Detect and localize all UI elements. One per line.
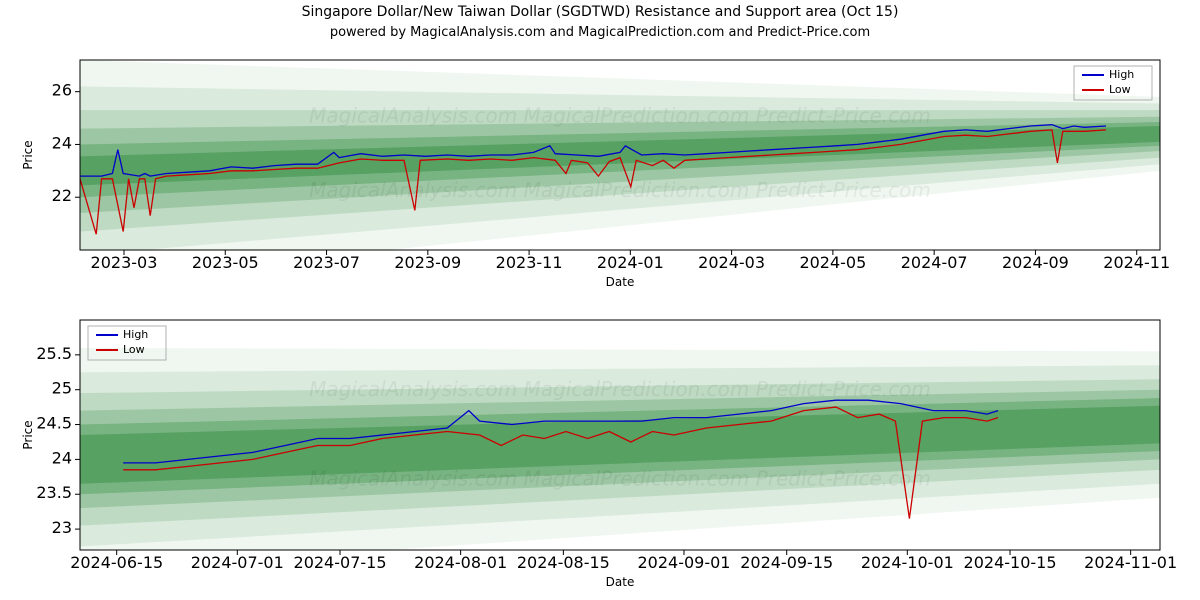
ytick-label: 22	[52, 186, 72, 205]
xtick-label: 2023-07	[293, 253, 360, 272]
panel2-ylabel: Price	[21, 420, 35, 449]
xtick-label: 2024-08-01	[414, 553, 507, 572]
svg-text:MagicalAnalysis.com MagicalP: MagicalAnalysis.com MagicalPrediction.co…	[309, 377, 931, 401]
xtick-label: 2023-05	[192, 253, 259, 272]
panel1-ylabel: Price	[21, 140, 35, 169]
xtick-label: 2024-05	[799, 253, 866, 272]
panel1-xlabel: Date	[606, 275, 635, 289]
xtick-label: 2024-09-15	[740, 553, 833, 572]
legend-label: High	[123, 328, 148, 341]
ytick-label: 23.5	[36, 483, 72, 502]
ytick-label: 25.5	[36, 344, 72, 363]
legend-label: Low	[123, 343, 145, 356]
xtick-label: 2024-06-15	[70, 553, 163, 572]
svg-text:MagicalAnalysis.com MagicalP: MagicalAnalysis.com MagicalPrediction.co…	[309, 104, 931, 128]
xtick-label: 2023-09	[394, 253, 461, 272]
xtick-label: 2023-11	[496, 253, 563, 272]
xtick-label: 2024-07-15	[294, 553, 387, 572]
xtick-label: 2024-08-15	[517, 553, 610, 572]
chart-subtitle: powered by MagicalAnalysis.com and Magic…	[330, 25, 870, 40]
ytick-label: 24	[52, 133, 72, 152]
ytick-label: 25	[52, 379, 72, 398]
panel2: MagicalAnalysis.com MagicalPrediction.co…	[21, 320, 1177, 589]
xtick-label: 2024-10-01	[861, 553, 954, 572]
ytick-label: 23	[52, 518, 72, 537]
svg-text:MagicalAnalysis.com MagicalP: MagicalAnalysis.com MagicalPrediction.co…	[309, 178, 931, 202]
ytick-label: 26	[52, 81, 72, 100]
ytick-label: 24.5	[36, 414, 72, 433]
xtick-label: 2024-01	[597, 253, 664, 272]
ytick-label: 24	[52, 448, 72, 467]
panel2-xlabel: Date	[606, 575, 635, 589]
panel1: MagicalAnalysis.com MagicalPrediction.co…	[21, 60, 1170, 289]
xtick-label: 2024-03	[698, 253, 765, 272]
xtick-label: 2024-11-01	[1084, 553, 1177, 572]
xtick-label: 2024-07-01	[191, 553, 284, 572]
xtick-label: 2023-03	[91, 253, 158, 272]
xtick-label: 2024-10-15	[964, 553, 1057, 572]
xtick-label: 2024-09	[1002, 253, 1069, 272]
xtick-label: 2024-09-01	[637, 553, 730, 572]
chart-title: Singapore Dollar/New Taiwan Dollar (SGDT…	[302, 4, 899, 20]
svg-text:MagicalAnalysis.com MagicalP: MagicalAnalysis.com MagicalPrediction.co…	[309, 467, 931, 491]
legend-label: High	[1109, 68, 1134, 81]
xtick-label: 2024-07	[901, 253, 968, 272]
legend-label: Low	[1109, 83, 1131, 96]
xtick-label: 2024-11	[1103, 253, 1170, 272]
